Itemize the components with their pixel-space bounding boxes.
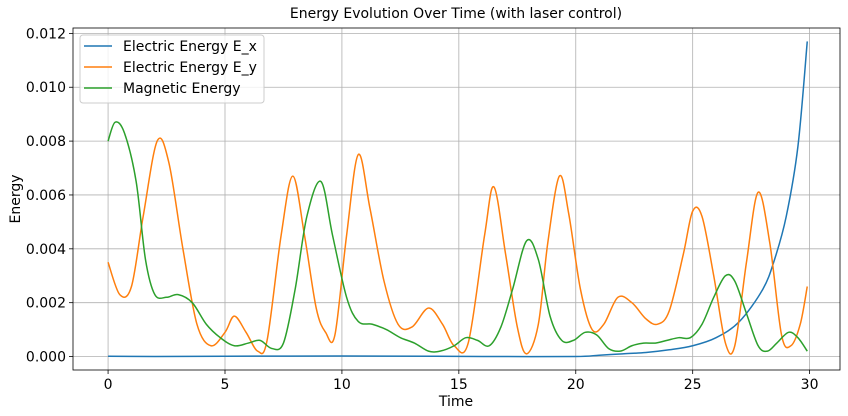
- y-tick-label: 0.006: [26, 188, 66, 204]
- series-lines: [107, 41, 809, 358]
- series-line-magnetic-energy: [107, 121, 808, 353]
- x-tick-label: 15: [450, 377, 468, 393]
- y-tick-label: 0.010: [26, 80, 66, 96]
- x-tick-label: 30: [801, 377, 819, 393]
- x-tick-label: 5: [221, 377, 230, 393]
- x-tick-label: 0: [104, 377, 113, 393]
- ticks: 0 5 10 15 20 25 30 0.000 0.002 0.004 0.006 0.008 0.0…: [26, 26, 819, 393]
- x-axis-label: Time: [438, 394, 473, 410]
- legend-label-magnetic-energy: Magnetic Energy: [123, 81, 241, 97]
- plot-frame: [72, 27, 841, 371]
- chart-title: Energy Evolution Over Time (with laser c…: [290, 6, 622, 22]
- legend-label-electric-energy-e-y: Electric Energy E_y: [123, 60, 257, 76]
- y-tick-label: 0.004: [26, 242, 66, 258]
- x-tick-label: 20: [567, 377, 585, 393]
- legend: Electric Energy E_x Electric Energy E_y Ma…: [79, 34, 265, 104]
- y-tick-label: 0.012: [26, 26, 66, 42]
- series-line-electric-energy-e-y: [107, 137, 808, 355]
- x-tick-label: 10: [333, 377, 351, 393]
- series-line-electric-energy-e-x: [108, 41, 809, 358]
- x-tick-label: 25: [684, 377, 702, 393]
- y-tick-label: 0.002: [26, 296, 66, 312]
- y-tick-label: 0.000: [26, 350, 66, 366]
- legend-label-electric-energy-e-x: Electric Energy E_x: [123, 39, 257, 55]
- legend-box: [79, 34, 265, 104]
- y-axis-label: Energy: [8, 174, 24, 223]
- y-tick-label: 0.008: [26, 134, 66, 150]
